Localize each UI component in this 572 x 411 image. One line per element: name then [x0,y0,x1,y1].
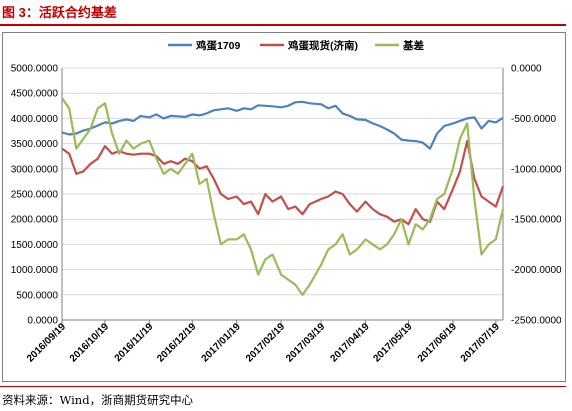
title-rule [0,24,566,26]
figure-title: 图 3：活跃合约基差 [2,5,117,20]
y-right-tick-label: -2000.0000 [511,265,562,276]
y-right-tick-label: -500.0000 [511,114,556,125]
legend-label: 鸡蛋1709 [195,39,241,52]
x-tick-label: 2017/02/19 [244,321,287,364]
x-tick-label: 2017/06/19 [416,321,459,364]
y-left-tick-label: 3500.0000 [11,139,59,150]
series-line-2 [61,97,505,296]
chart-frame: 0.0000 500.0000 1000.0000 1500.0000 2000.000… [2,32,566,382]
y-right-tick-label: -2500.0000 [511,316,562,327]
legend-label: 鸡蛋现货(济南) [287,39,358,52]
y-left-tick-label: 3000.0000 [11,164,59,175]
x-tick-label: 2016/11/19 [113,321,156,364]
x-tick-label: 2017/05/19 [371,321,414,364]
y-left-tick-label: 0.0000 [27,316,58,327]
series-line-0 [61,100,504,150]
x-tick-label: 2017/07/19 [459,321,502,364]
series-line-1 [61,139,505,226]
y-left-tick-label: 2500.0000 [11,190,59,201]
footer-rule [0,386,566,387]
y-right-tick-label: -1500.0000 [511,215,562,226]
x-tick-label: 2017/01/19 [200,321,243,364]
y-left-tick-label: 500.0000 [16,290,58,301]
chart: 0.0000 500.0000 1000.0000 1500.0000 2000.000… [11,39,562,365]
y-left-tick-label: 4000.0000 [11,114,59,125]
source-note: 资料来源：Wind，浙商期货研究中心 [2,393,194,407]
x-tick-label: 2016/09/19 [25,321,68,364]
x-tick-label: 2016/12/19 [155,321,198,364]
x-tick-label: 2017/03/19 [284,321,327,364]
legend-label: 基差 [402,39,424,52]
x-tick-label: 2016/10/19 [68,321,111,364]
y-left-tick-label: 5000.0000 [11,64,59,75]
y-left-tick-label: 4500.0000 [11,89,59,100]
y-right-tick-label: -1000.0000 [511,164,562,175]
y-right-tick-label: 0.0000 [511,64,542,75]
y-left-tick-label: 1500.0000 [11,240,59,251]
x-tick-label: 2017/04/19 [328,321,371,364]
y-left-tick-label: 2000.0000 [11,215,59,226]
y-left-tick-label: 1000.0000 [11,265,59,276]
